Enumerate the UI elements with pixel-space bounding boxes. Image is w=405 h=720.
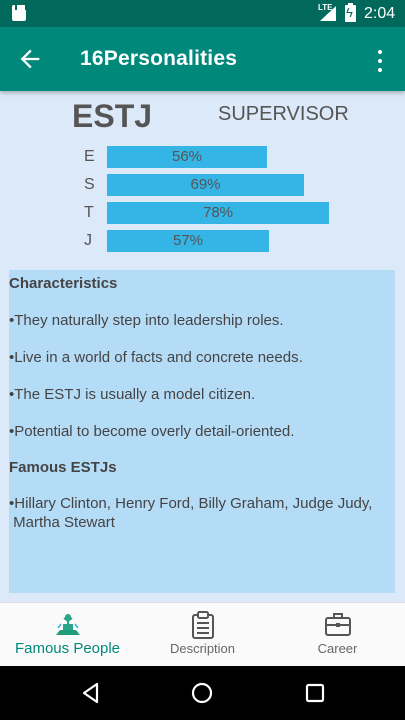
nav-famous-people[interactable]: Famous People xyxy=(0,603,135,667)
system-navigation-bar xyxy=(0,666,405,720)
more-vert-icon xyxy=(378,50,382,54)
score-percent: 57% xyxy=(172,232,204,249)
personality-type-code: ESTJ xyxy=(72,98,153,134)
clipboard-icon xyxy=(191,611,214,639)
score-bar: 57% xyxy=(107,230,269,252)
score-letter: J xyxy=(84,232,92,249)
personality-type-name: SUPERVISOR xyxy=(218,103,349,125)
status-bar: LTE 2:04 xyxy=(0,0,405,27)
back-triangle-icon[interactable] xyxy=(79,681,103,705)
overflow-menu-button[interactable] xyxy=(368,45,392,73)
home-circle-icon[interactable] xyxy=(190,681,214,705)
famous-list-line: •Hillary Clinton, Henry Ford, Billy Grah… xyxy=(9,495,373,512)
nav-label: Famous People xyxy=(14,640,121,657)
nav-label: Career xyxy=(317,641,358,656)
nav-label: Description xyxy=(169,641,236,656)
score-percent: 78% xyxy=(202,204,234,221)
score-row-e: E 56% xyxy=(0,146,405,168)
signal-icon xyxy=(320,6,336,21)
clock: 2:04 xyxy=(364,5,396,22)
characteristic-item: •Live in a world of facts and concrete n… xyxy=(9,349,303,366)
info-panel: Characteristics •They naturally step int… xyxy=(9,270,395,593)
characteristic-item: •Potential to become overly detail-orien… xyxy=(9,423,295,440)
bottom-navigation: Famous People Description Career xyxy=(0,602,405,666)
app-bar: 16Personalities xyxy=(0,27,405,91)
score-percent: 56% xyxy=(171,148,203,165)
score-bar: 69% xyxy=(107,174,304,196)
network-type: LTE xyxy=(318,3,333,12)
score-letter: E xyxy=(84,148,95,165)
score-row-s: S 69% xyxy=(0,174,405,196)
score-bar: 56% xyxy=(107,146,267,168)
score-row-t: T 78% xyxy=(0,202,405,224)
characteristic-item: •The ESTJ is usually a model citizen. xyxy=(9,386,256,403)
recents-square-icon[interactable] xyxy=(303,681,327,705)
briefcase-icon xyxy=(324,613,351,636)
battery-charging-icon xyxy=(345,3,356,22)
arrow-back-icon xyxy=(20,49,40,69)
app-title: 16Personalities xyxy=(80,47,238,70)
characteristic-item: •They naturally step into leadership rol… xyxy=(9,312,284,329)
famous-list-line: Martha Stewart xyxy=(9,514,115,531)
score-percent: 69% xyxy=(190,176,221,193)
score-letter: S xyxy=(84,176,95,193)
famous-heading: Famous ESTJs xyxy=(9,459,117,476)
famous-people-icon xyxy=(55,614,80,635)
score-bar: 78% xyxy=(107,202,329,224)
characteristics-heading: Characteristics xyxy=(9,275,118,292)
score-letter: T xyxy=(84,204,94,221)
nav-career[interactable]: Career xyxy=(270,603,405,667)
nav-description[interactable]: Description xyxy=(135,603,270,667)
sd-card-icon xyxy=(12,5,27,21)
back-button[interactable] xyxy=(16,45,44,73)
score-row-j: J 57% xyxy=(0,230,405,252)
